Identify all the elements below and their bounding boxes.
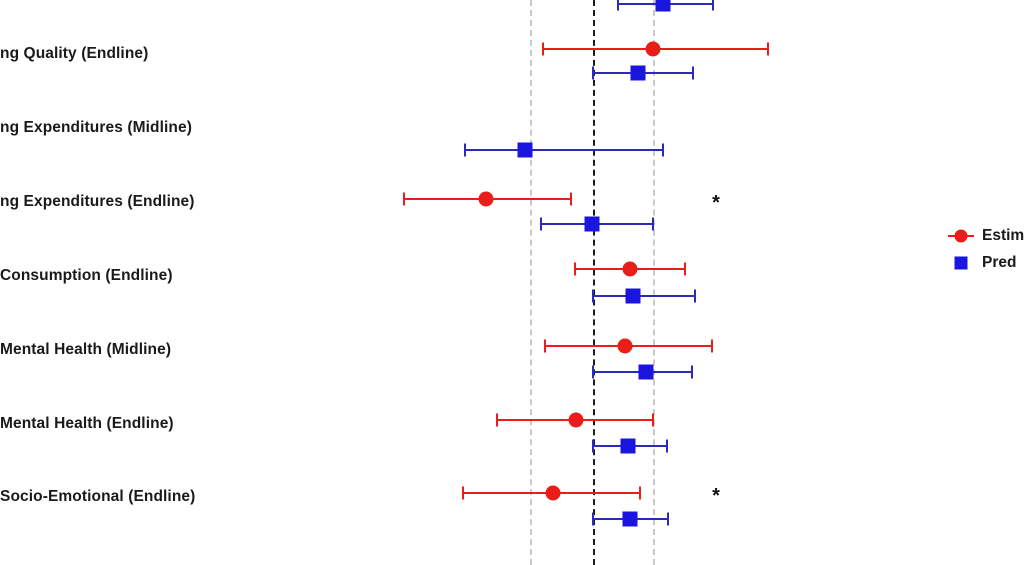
outcome-label: Mental Health (Midline): [0, 341, 172, 358]
outcome-label: ng Expenditures (Endline): [0, 193, 195, 210]
interval-cap: [684, 262, 686, 276]
interval-cap: [592, 66, 594, 80]
prediction-marker[interactable]: [620, 438, 636, 454]
upper-reference-line: [653, 0, 655, 565]
interval-cap: [711, 339, 713, 353]
prediction-marker[interactable]: [630, 65, 646, 81]
interval-cap: [639, 486, 641, 500]
outcome-label: Socio-Emotional (Endline): [0, 488, 196, 505]
estimate-marker[interactable]: [545, 485, 561, 501]
interval-cap: [542, 42, 544, 56]
interval-cap: [712, 0, 714, 11]
outcome-label: Consumption (Endline): [0, 267, 173, 284]
estimate-marker[interactable]: [568, 412, 584, 428]
interval-cap: [592, 439, 594, 453]
estimate-marker[interactable]: [622, 261, 638, 277]
prediction-marker[interactable]: [584, 216, 600, 232]
interval-cap: [592, 512, 594, 526]
interval-cap: [652, 217, 654, 231]
prediction-interval: [465, 149, 663, 151]
interval-cap: [662, 143, 664, 157]
interval-cap: [592, 289, 594, 303]
prediction-interval: [593, 295, 695, 297]
significance-star: *: [712, 192, 720, 214]
interval-cap: [767, 42, 769, 56]
prediction-marker[interactable]: [517, 142, 533, 158]
prediction-marker[interactable]: [638, 364, 654, 380]
zero-line: [593, 0, 595, 565]
interval-cap: [652, 413, 654, 427]
interval-cap: [544, 339, 546, 353]
legend-square-icon: [954, 256, 968, 269]
legend-item-predicted[interactable]: Pred: [944, 249, 1024, 276]
interval-cap: [617, 0, 619, 11]
legend-circle-icon: [954, 229, 968, 242]
interval-cap: [403, 192, 405, 206]
interval-cap: [464, 143, 466, 157]
interval-cap: [692, 66, 694, 80]
estimate-marker[interactable]: [478, 191, 494, 207]
interval-cap: [540, 217, 542, 231]
outcome-label: Mental Health (Endline): [0, 415, 174, 432]
interval-cap: [667, 512, 669, 526]
legend: Estim Pred: [944, 222, 1024, 276]
interval-cap: [666, 439, 668, 453]
prediction-marker[interactable]: [655, 0, 671, 12]
prediction-marker[interactable]: [625, 288, 641, 304]
legend-item-estimated[interactable]: Estim: [944, 222, 1024, 249]
legend-label: Pred: [982, 253, 1017, 271]
estimate-marker[interactable]: [645, 41, 661, 57]
interval-cap: [592, 365, 594, 379]
interval-cap: [496, 413, 498, 427]
significance-star: *: [712, 485, 720, 507]
interval-cap: [462, 486, 464, 500]
lower-reference-line: [530, 0, 532, 565]
interval-cap: [694, 289, 696, 303]
estimate-marker[interactable]: [617, 338, 633, 354]
legend-label: Estim: [982, 226, 1024, 244]
prediction-marker[interactable]: [622, 511, 638, 527]
outcome-label: ng Quality (Endline): [0, 45, 149, 62]
interval-cap: [691, 365, 693, 379]
outcome-label: ng Expenditures (Midline): [0, 119, 192, 136]
interval-cap: [570, 192, 572, 206]
interval-cap: [574, 262, 576, 276]
